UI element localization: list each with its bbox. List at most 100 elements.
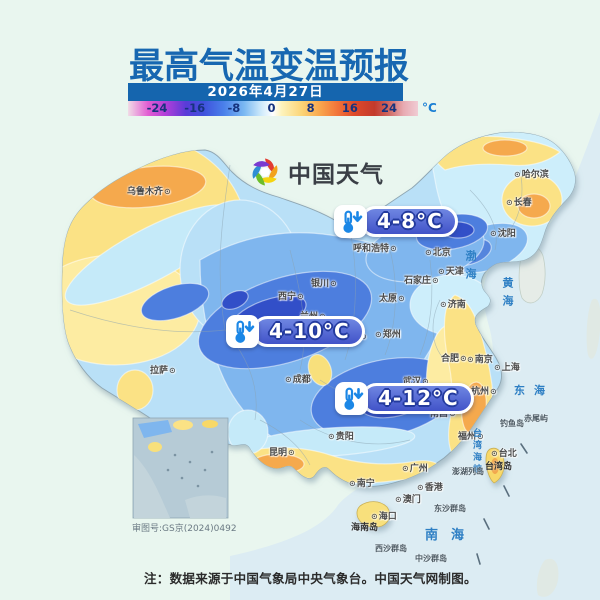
city-name: 济南	[447, 300, 466, 310]
city-label: ⊙贵阳	[327, 429, 354, 442]
city-label: 合肥⊙	[441, 351, 468, 364]
city-label: ⊙沈阳	[489, 226, 516, 239]
philippines-landmass	[536, 558, 559, 597]
city-name: 澳门	[402, 495, 421, 505]
colorbar-tick: -16	[184, 101, 206, 115]
city-marker-icon: ⊙	[297, 292, 304, 301]
city-label: ⊙南京	[466, 352, 493, 365]
sea-label: 东海	[514, 384, 554, 397]
city-marker-icon: ⊙	[288, 448, 295, 457]
island-label: 澎湖列岛	[452, 467, 484, 476]
city-label: 昆明⊙	[269, 445, 296, 458]
city-label: ⊙台北	[490, 446, 517, 459]
date-banner: 2026年4月27日	[128, 83, 403, 101]
temp-callout-north: 4-8°C	[334, 205, 458, 238]
city-label: ⊙香港	[416, 480, 443, 493]
city-marker-icon: ⊙	[371, 512, 378, 521]
city-name: 天津	[445, 267, 464, 277]
city-name: 拉萨	[150, 366, 169, 376]
south-china-sea-inset	[132, 417, 229, 519]
map-license-number: 审图号:GS京(2024)0492	[132, 524, 237, 534]
city-marker-icon: ⊙	[402, 464, 409, 473]
hainan-island	[356, 501, 391, 528]
city-name: 北京	[432, 248, 451, 258]
city-label: ⊙海口	[370, 509, 397, 522]
city-marker-icon: ⊙	[460, 354, 467, 363]
city-marker-icon: ⊙	[425, 248, 432, 257]
city-marker-icon: ⊙	[514, 170, 521, 179]
city-marker-icon: ⊙	[422, 377, 429, 386]
city-marker-icon: ⊙	[494, 363, 501, 372]
city-marker-icon: ⊙	[490, 229, 497, 238]
city-name: 台北	[498, 449, 517, 459]
sea-label: 黄海	[501, 277, 514, 313]
sea-label: 南海	[425, 528, 478, 543]
city-name: 福州	[458, 432, 477, 442]
city-marker-icon: ⊙	[328, 432, 335, 441]
city-label: 武汉⊙	[403, 374, 430, 387]
city-marker-icon: ⊙	[506, 198, 513, 207]
city-label: 石家庄⊙	[404, 273, 440, 286]
city-marker-icon: ⊙	[440, 300, 447, 309]
city-marker-icon: ⊙	[477, 432, 484, 441]
city-name: 上海	[501, 363, 520, 373]
city-label: 太原⊙	[379, 291, 406, 304]
city-name: 长春	[513, 198, 532, 208]
city-marker-icon: ⊙	[438, 267, 445, 276]
colorbar-unit: °C	[422, 101, 437, 115]
colorbar-tick: 16	[341, 101, 358, 115]
sea-label: 渤海	[464, 250, 477, 286]
city-label: ⊙上海	[493, 360, 520, 373]
sea-area	[230, 112, 600, 600]
city-name: 海口	[378, 512, 397, 522]
page-title: 最高气温变温预报	[128, 47, 409, 87]
city-label: ⊙济南	[439, 297, 466, 310]
temperature-colorbar: -24 -16 -8 0 8 16 24	[128, 101, 418, 116]
city-name: 西宁	[278, 292, 297, 302]
data-source-note: 注：数据来源于中国气象局中央气象台。中国天气网制图。	[144, 571, 477, 586]
city-name: 太原	[379, 294, 398, 304]
island-label: 赤尾屿	[524, 414, 548, 423]
city-label: 西宁⊙	[278, 289, 305, 302]
city-marker-icon: ⊙	[398, 294, 405, 303]
city-label: ⊙哈尔滨	[513, 167, 549, 180]
city-label: ⊙澳门	[394, 492, 421, 505]
island-label: 西沙群岛	[375, 544, 407, 553]
city-name: 南京	[474, 355, 493, 365]
city-name: 郑州	[382, 330, 401, 340]
city-name: 杭州	[471, 387, 490, 397]
city-label: ⊙天津	[437, 264, 464, 277]
city-label: ⊙南宁	[348, 476, 375, 489]
city-label: 杭州⊙	[471, 384, 498, 397]
city-name: 南宁	[356, 479, 375, 489]
city-label: ⊙广州	[401, 461, 428, 474]
taiwan-warm-core	[491, 458, 499, 474]
china-weather-logo: 中国天气	[248, 155, 384, 189]
city-label: ⊙成都	[284, 372, 311, 385]
island-shape	[586, 298, 600, 359]
sea-label: 台湾海峡	[471, 428, 481, 476]
city-marker-icon: ⊙	[164, 187, 171, 196]
city-name: 南昌	[430, 409, 449, 419]
temp-drop-value: 4-12°C	[378, 386, 459, 410]
city-name: 香港	[424, 483, 443, 493]
city-marker-icon: ⊙	[375, 330, 382, 339]
city-marker-icon: ⊙	[491, 449, 498, 458]
city-marker-icon: ⊙	[330, 279, 337, 288]
city-marker-icon: ⊙	[432, 276, 439, 285]
city-name: 昆明	[269, 448, 288, 458]
city-name: 呼和浩特	[353, 244, 390, 254]
city-label: 乌鲁木齐⊙	[127, 184, 172, 197]
city-marker-icon: ⊙	[467, 355, 474, 364]
island-label: 中沙群岛	[415, 554, 447, 563]
city-label: ⊙长春	[505, 195, 532, 208]
city-marker-icon: ⊙	[285, 375, 292, 384]
city-name: 石家庄	[404, 276, 432, 286]
city-label: 福州⊙	[458, 429, 485, 442]
temp-drop-value: 4-8°C	[377, 209, 443, 233]
island-label: 东沙群岛	[434, 504, 466, 513]
logo-brand-text: 中国天气	[288, 162, 384, 188]
city-name: 合肥	[441, 354, 460, 364]
